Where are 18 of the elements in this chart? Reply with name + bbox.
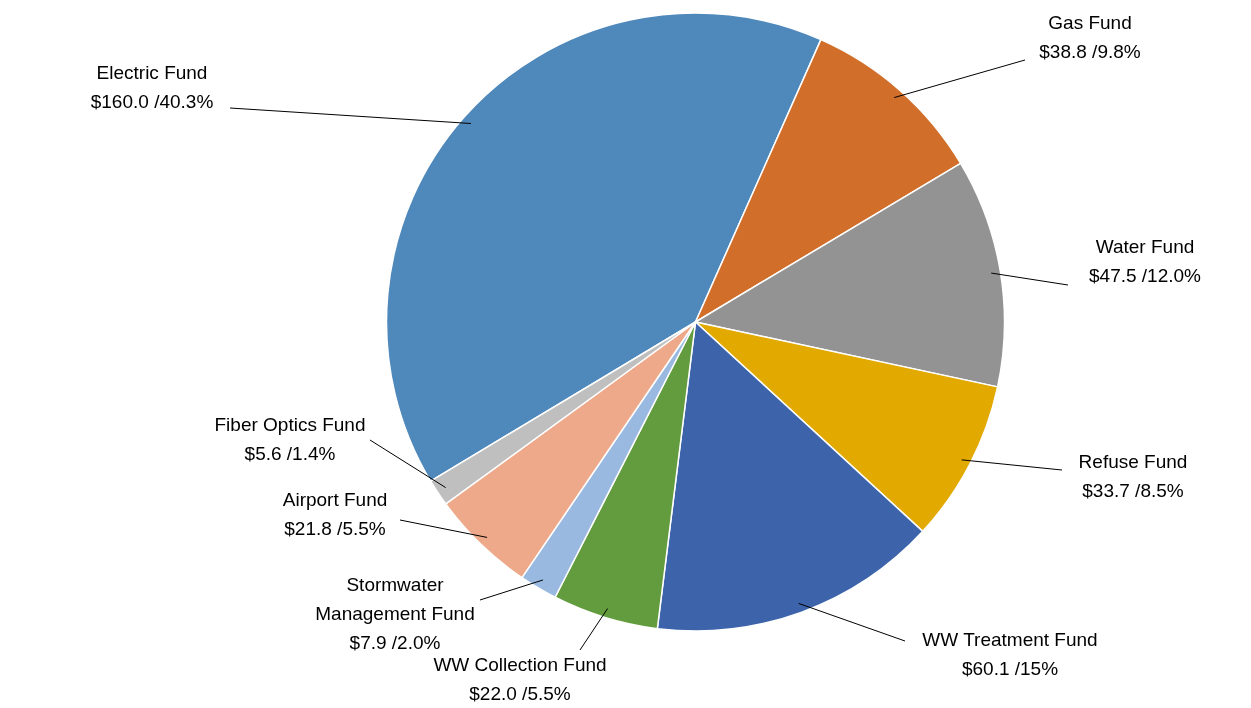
data-label: $60.1 /15%	[961, 657, 1059, 679]
slice-label: Electric Fund	[96, 61, 208, 83]
slice-label: Refuse Fund	[1078, 450, 1188, 472]
data-label: $7.9 /2.0%	[349, 632, 441, 654]
data-label: $22.0 /5.5%	[469, 682, 571, 704]
slice-label: Gas Fund	[1048, 11, 1132, 33]
data-label: $38.8 /9.8%	[1039, 40, 1141, 62]
data-label: $33.7 /8.5%	[1082, 479, 1184, 501]
data-label: $21.8 /5.5%	[284, 517, 386, 539]
slice-label: WW Collection Fund	[433, 653, 607, 675]
slice-label: Stormwater Management Fund	[315, 574, 475, 625]
data-label: $47.5 /12.0%	[1089, 264, 1202, 286]
data-label: $5.6 /1.4%	[244, 442, 336, 464]
slice-label: Water Fund	[1095, 235, 1195, 257]
slice-label: WW Treatment Fund	[922, 628, 1098, 650]
data-label: $160.0 /40.3%	[90, 90, 214, 112]
slice-label: Fiber Optics Fund	[214, 413, 366, 435]
slice-label: Airport Fund	[282, 488, 388, 510]
